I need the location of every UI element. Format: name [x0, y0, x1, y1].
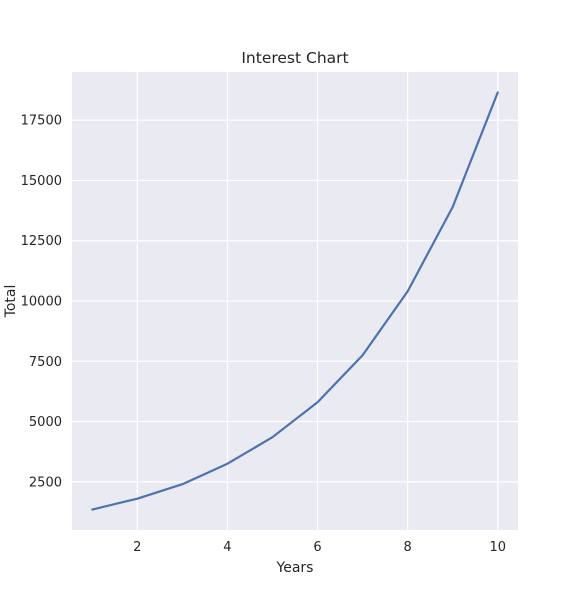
y-tick-label: 2500 [29, 475, 62, 490]
y-tick-label: 7500 [29, 355, 62, 370]
y-tick-label: 17500 [21, 114, 62, 129]
x-tick-label: 6 [313, 540, 321, 555]
y-tick-label: 5000 [29, 415, 62, 430]
series-line [91, 91, 499, 511]
tick-labels: 2 4 6 8 10 2500 5000 7500 10000 12500 15000 17500 [21, 114, 506, 555]
series-layer [91, 91, 499, 511]
x-tick-label: 8 [403, 540, 411, 555]
y-tick-label: 12500 [21, 234, 62, 249]
y-tick-label: 15000 [21, 174, 62, 189]
grid [72, 72, 518, 530]
x-tick-label: 10 [489, 540, 506, 555]
y-tick-label: 10000 [21, 295, 62, 310]
x-tick-label: 4 [223, 540, 231, 555]
x-axis-label: Years [276, 560, 314, 576]
chart-title: Interest Chart [241, 49, 348, 67]
y-axis-label: Total [3, 285, 19, 319]
x-tick-label: 2 [133, 540, 141, 555]
